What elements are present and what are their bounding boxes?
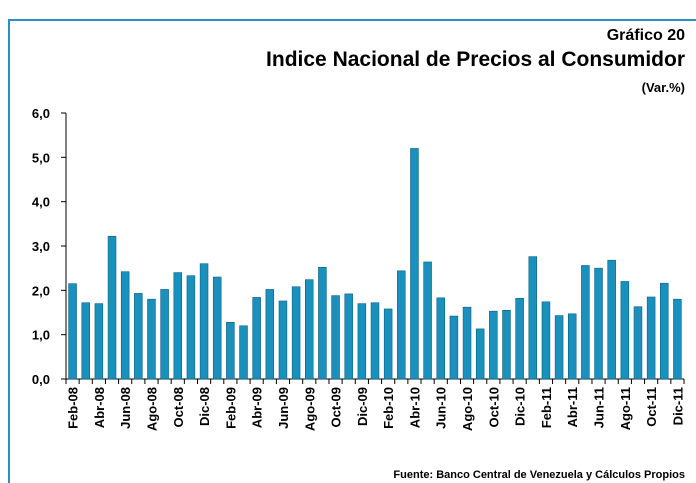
bar xyxy=(541,301,551,380)
x-tick-label: Abr-08 xyxy=(92,387,107,428)
bar xyxy=(515,298,524,380)
x-tick-label: Ago-10 xyxy=(460,387,475,431)
bar xyxy=(239,325,248,380)
chart-subtitle: Indice Nacional de Precios al Consumidor xyxy=(266,48,685,71)
bar xyxy=(449,315,459,380)
x-tick-label: Jun-11 xyxy=(592,387,607,428)
bar xyxy=(186,275,196,380)
bar xyxy=(173,272,183,380)
x-tick-label: Oct-10 xyxy=(486,387,501,427)
bar xyxy=(567,313,577,380)
x-tick-label: Dic-11 xyxy=(670,387,685,425)
bar xyxy=(475,328,485,380)
bar xyxy=(502,309,511,380)
bar xyxy=(278,300,288,380)
x-tick-label: Jun-09 xyxy=(276,387,291,429)
bar xyxy=(528,256,538,380)
bar xyxy=(147,298,156,380)
y-tick-label: 6,0 xyxy=(32,106,50,121)
x-tick-label: Abr-10 xyxy=(407,387,422,428)
bar xyxy=(265,289,275,380)
y-tick-label: 0,0 xyxy=(32,372,50,387)
x-tick-label: Feb-09 xyxy=(223,387,238,429)
bar xyxy=(318,266,327,380)
bar xyxy=(226,321,235,380)
x-tick-label: Feb-10 xyxy=(381,387,396,429)
bar xyxy=(410,148,419,380)
bar xyxy=(107,235,117,380)
bar xyxy=(120,271,130,380)
x-tick-label: Ago-11 xyxy=(618,387,633,430)
bar xyxy=(633,306,643,380)
x-tick-label: Abr-09 xyxy=(250,387,265,428)
bar xyxy=(554,315,564,380)
bar xyxy=(291,286,301,380)
y-tick-label: 4,0 xyxy=(32,195,50,210)
x-tick-label: Oct-09 xyxy=(329,387,344,427)
frame xyxy=(8,19,696,483)
bar xyxy=(199,263,209,380)
bar xyxy=(423,261,432,380)
x-tick-label: Jun-10 xyxy=(434,387,449,429)
bar xyxy=(397,270,406,380)
x-tick-label: Oct-11 xyxy=(644,387,659,427)
chart-title: Gráfico 20 xyxy=(607,27,685,44)
bar xyxy=(673,298,682,380)
bar xyxy=(160,289,169,380)
x-tick-label: Oct-08 xyxy=(171,387,186,427)
bar xyxy=(620,281,630,380)
bar xyxy=(252,297,261,380)
x-tick-label: Feb-08 xyxy=(66,387,81,429)
x-tick-label: Dic-10 xyxy=(513,387,528,426)
bar xyxy=(305,279,314,380)
x-tick-label: Feb-11 xyxy=(539,387,554,428)
y-tick-label: 5,0 xyxy=(32,150,50,165)
bar xyxy=(436,297,445,380)
bar xyxy=(370,302,380,380)
x-tick-label: Jun-08 xyxy=(118,387,133,429)
bar xyxy=(607,259,616,380)
unit-label: (Var.%) xyxy=(642,80,685,95)
x-tick-label: Dic-09 xyxy=(355,387,370,426)
source: Fuente: Banco Central de Venezuela y Cál… xyxy=(393,469,685,481)
bar xyxy=(646,296,656,380)
bar xyxy=(357,303,367,380)
bar xyxy=(68,283,77,380)
x-tick-label: Ago-09 xyxy=(302,387,317,431)
bar xyxy=(134,293,143,380)
x-tick-label: Dic-08 xyxy=(197,387,212,426)
x-tick-label: Ago-08 xyxy=(144,387,159,431)
y-tick-label: 1,0 xyxy=(32,328,50,343)
bar xyxy=(94,303,104,380)
bar xyxy=(660,282,669,380)
bar xyxy=(212,276,222,380)
bar xyxy=(581,265,590,380)
bar xyxy=(344,293,353,380)
x-tick-label: Abr-11 xyxy=(565,387,580,427)
bar xyxy=(594,267,603,380)
bar xyxy=(489,310,498,380)
bar xyxy=(462,306,472,380)
y-tick-label: 3,0 xyxy=(32,239,50,254)
bar xyxy=(331,295,340,380)
bar xyxy=(81,302,90,380)
bar xyxy=(383,308,393,380)
y-tick-label: 2,0 xyxy=(32,283,50,298)
